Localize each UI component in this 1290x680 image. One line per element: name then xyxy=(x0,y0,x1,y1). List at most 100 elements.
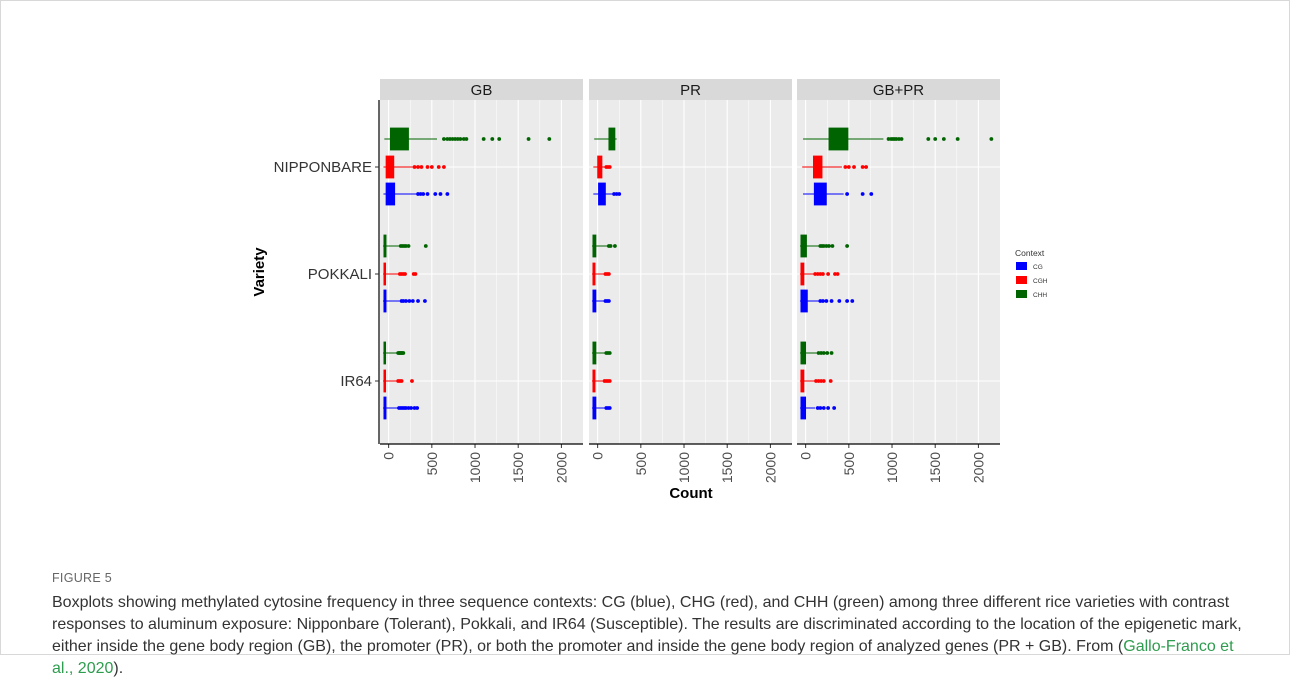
x-tick-label: 0 xyxy=(798,452,814,460)
outlier-point xyxy=(821,272,825,276)
legend-key-cgh xyxy=(1016,276,1027,284)
y-axis-title: Variety xyxy=(251,247,268,297)
outlier-point xyxy=(830,244,835,248)
outlier-point xyxy=(864,165,869,169)
outlier-point xyxy=(404,299,408,303)
outlier-point xyxy=(829,299,834,303)
outlier-point xyxy=(829,351,834,355)
outlier-point xyxy=(433,192,438,196)
outlier-point xyxy=(606,299,611,303)
outlier-point xyxy=(845,244,850,248)
x-tick-label: 500 xyxy=(424,452,440,476)
outlier-point xyxy=(608,244,613,248)
x-tick-label: 2000 xyxy=(553,452,569,483)
x-tick-label: 1500 xyxy=(719,452,735,483)
outlier-point xyxy=(955,137,960,141)
outlier-point xyxy=(438,192,443,196)
caption-text: Boxplots showing methylated cytosine fre… xyxy=(52,594,1242,655)
outlier-point xyxy=(526,137,531,141)
y-tick-label-nipponbare: NIPPONBARE xyxy=(274,159,372,176)
facet-strip xyxy=(797,79,1000,100)
outlier-point xyxy=(617,192,622,196)
outlier-point xyxy=(490,137,495,141)
outlier-point xyxy=(413,272,418,276)
outlier-point xyxy=(832,406,837,410)
outlier-point xyxy=(399,379,404,383)
outlier-point xyxy=(821,406,826,410)
x-tick-label: 0 xyxy=(381,452,397,460)
boxplot-chart: GB 0 500 1000 1500 2000 PR 0 500 1000 1500 2000 GB+P… xyxy=(251,79,1048,502)
outlier-point xyxy=(436,165,441,169)
outlier-point xyxy=(406,244,411,248)
x-tick-label: 2000 xyxy=(970,452,986,483)
outlier-point xyxy=(860,165,865,169)
outlier-point xyxy=(826,272,830,276)
outlier-point xyxy=(826,406,830,410)
outlier-point xyxy=(607,351,612,355)
box-nipponbare-chh-gb xyxy=(389,127,409,151)
outlier-point xyxy=(933,137,938,141)
facet-label-pr: PR xyxy=(680,82,701,99)
legend-key-chh xyxy=(1016,290,1027,298)
outlier-point xyxy=(850,299,855,303)
figure-label: FIGURE 5 xyxy=(52,571,113,585)
box-ir64-chh-gb-pr xyxy=(800,341,807,365)
outlier-point xyxy=(547,137,552,141)
outlier-point xyxy=(419,165,424,169)
outlier-point xyxy=(412,165,417,169)
outlier-point xyxy=(425,192,430,196)
outlier-point xyxy=(613,244,617,248)
x-tick-label: 1500 xyxy=(927,452,943,483)
outlier-point xyxy=(825,351,830,355)
outlier-point xyxy=(445,192,450,196)
outlier-point xyxy=(821,351,826,355)
legend-label-cgh: CGH xyxy=(1033,278,1048,285)
panel-background xyxy=(589,100,792,444)
box-nipponbare-cg-gb xyxy=(385,182,396,206)
x-tick-label: 500 xyxy=(633,452,649,476)
outlier-point xyxy=(458,137,463,141)
outlier-point xyxy=(827,244,831,248)
outlier-point xyxy=(828,379,833,383)
facet-label-gb: GB xyxy=(471,82,493,99)
x-tick-label: 1000 xyxy=(676,452,692,483)
outlier-point xyxy=(607,379,612,383)
outlier-point xyxy=(860,192,865,196)
outlier-point xyxy=(843,165,848,169)
legend-label-cg: CG xyxy=(1033,264,1043,271)
outlier-point xyxy=(845,299,850,303)
outlier-point xyxy=(606,272,611,276)
outlier-point xyxy=(464,137,469,141)
outlier-point xyxy=(845,192,850,196)
facet-strip xyxy=(589,79,792,100)
outlier-point xyxy=(926,137,931,141)
outlier-point xyxy=(899,137,904,141)
outlier-point xyxy=(409,406,413,410)
facet-strip xyxy=(380,79,583,100)
outlier-point xyxy=(989,137,994,141)
outlier-point xyxy=(846,165,851,169)
outlier-point xyxy=(481,137,486,141)
x-tick-label: 2000 xyxy=(762,452,778,483)
outlier-point xyxy=(416,165,420,169)
y-tick-label-ir64: IR64 xyxy=(340,373,372,390)
x-tick-label: 1000 xyxy=(884,452,900,483)
outlier-point xyxy=(607,165,612,169)
outlier-point xyxy=(852,165,856,169)
figure-caption: FIGURE 5 Boxplots showing methylated cyt… xyxy=(52,567,1252,680)
outlier-point xyxy=(410,299,415,303)
outlier-point xyxy=(497,137,502,141)
outlier-point xyxy=(410,379,414,383)
outlier-point xyxy=(425,165,430,169)
panel-background xyxy=(380,100,583,444)
outlier-point xyxy=(401,351,406,355)
outlier-point xyxy=(415,406,420,410)
legend-title: Context xyxy=(1015,248,1045,258)
legend-key-cg xyxy=(1016,262,1027,270)
outlier-point xyxy=(442,137,446,141)
outlier-point xyxy=(403,272,407,276)
outlier-point xyxy=(416,299,420,303)
x-tick-label: 1000 xyxy=(467,452,483,483)
caption-end: ). xyxy=(113,660,124,677)
x-tick-label: 1500 xyxy=(510,452,526,483)
